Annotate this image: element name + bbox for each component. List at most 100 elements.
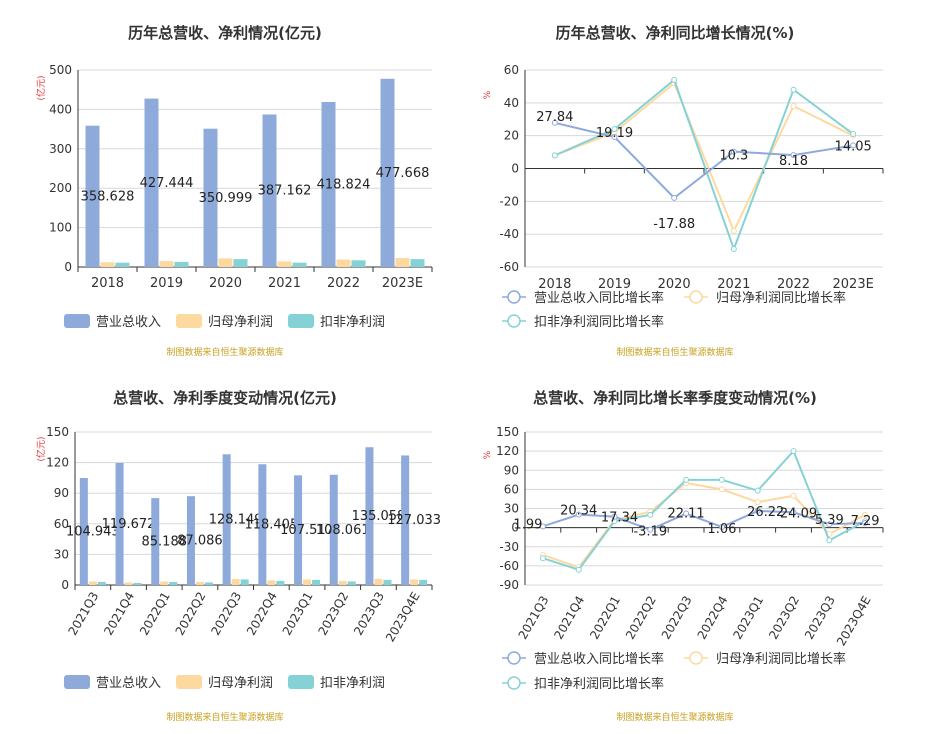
x-tick-label: 2021Q4 (551, 594, 587, 642)
bar-revenue (203, 128, 218, 267)
data-label: 17.34 (601, 511, 638, 526)
bar-deducted-profit (419, 579, 428, 585)
y-tick-label: 90 (504, 463, 519, 477)
y-tick-label: -20 (499, 194, 519, 208)
data-label: 477.668 (376, 166, 430, 181)
y-tick-label: 200 (49, 181, 72, 195)
data-label: 107.517 (280, 523, 334, 538)
y-tick-label: 20 (504, 129, 519, 143)
y-tick-label: 120 (46, 456, 69, 470)
bar-deducted-profit (410, 259, 425, 267)
y-tick-label: 400 (49, 102, 72, 116)
legend-swatch (288, 314, 314, 328)
source-note: 制图数据来自恒生聚源数据库 (166, 346, 283, 358)
data-point (611, 513, 618, 520)
y-tick-label: 0 (64, 260, 72, 274)
data-label: 24.09 (780, 506, 817, 521)
y-tick-label: 30 (54, 547, 69, 561)
data-label: 119.672 (102, 517, 156, 532)
legend-swatch (176, 675, 202, 689)
x-tick-label: 2018 (538, 277, 571, 292)
y-tick-label: 60 (504, 482, 519, 496)
data-label: 27.84 (536, 110, 573, 125)
x-tick-label: 2021Q4 (101, 590, 137, 638)
legend-marker (689, 651, 703, 665)
data-point (790, 509, 797, 516)
legend-swatch (176, 314, 202, 328)
chart-svg-annual-growth: 历年总营收、净利同比增长情况(%)% 制图数据来自恒生聚源数据库 -60 -40 -20… (483, 24, 884, 358)
y-tick-label: 150 (496, 425, 519, 439)
legend-label: 扣非净利润 (320, 315, 385, 330)
data-point (575, 566, 582, 573)
data-point (850, 142, 857, 149)
data-label: 104.943 (66, 524, 120, 539)
series-line-1 (554, 81, 854, 234)
data-point (539, 555, 546, 562)
bar-net-profit (277, 261, 292, 267)
legend-swatch (288, 675, 314, 689)
x-tick-label: 2021Q3 (66, 590, 102, 638)
bar-revenue (329, 474, 338, 585)
data-label: 427.444 (140, 176, 194, 191)
x-tick-label: 2022Q4 (695, 594, 731, 642)
x-tick-label: 2022 (777, 277, 810, 292)
legend-marker (507, 676, 521, 690)
data-label: 1.99 (513, 517, 542, 532)
series-line-2 (542, 449, 866, 571)
data-point (790, 492, 797, 499)
bar-deducted-profit (312, 579, 321, 585)
legend-label: 营业总收入 (96, 676, 161, 691)
legend-label: 扣非净利润同比增长率 (534, 314, 664, 330)
data-label: 20.34 (560, 504, 597, 519)
data-point (647, 526, 654, 533)
data-point (611, 126, 618, 133)
bar-deducted-profit (240, 579, 249, 585)
x-tick-label: 2023Q3 (802, 594, 838, 642)
data-label: -17.88 (653, 217, 695, 232)
x-tick-label: 2019 (598, 277, 631, 292)
legend-label: 营业总收入 (96, 315, 161, 330)
bar-net-profit (303, 579, 312, 585)
data-label: 350.999 (199, 191, 253, 206)
series-line-1 (542, 481, 866, 569)
bar-net-profit (160, 581, 169, 585)
x-tick-label: 2023E (382, 276, 423, 291)
y-tick-label: -40 (499, 227, 519, 241)
y-tick-label: 60 (504, 63, 519, 77)
source-note: 制图数据来自恒生聚源数据库 (616, 346, 733, 358)
x-tick-label: 2022Q1 (587, 594, 623, 642)
y-tick-label: -30 (499, 540, 519, 554)
bar-revenue (380, 78, 395, 268)
x-tick-label: 2021 (268, 276, 301, 291)
bar-net-profit (336, 259, 351, 267)
data-point (551, 152, 558, 159)
y-tick-label: 300 (49, 142, 72, 156)
data-label: 7.29 (851, 514, 880, 529)
data-label: 5.39 (815, 513, 844, 528)
data-point (730, 227, 737, 234)
data-label: 108.061 (316, 523, 370, 538)
bar-deducted-profit (174, 261, 189, 267)
x-tick-label: 2022Q3 (208, 590, 244, 638)
chart-title: 历年总营收、净利同比增长情况(%) (556, 24, 795, 42)
chart-annual-revenue-profit: 历年总营收、净利情况(亿元) (亿元) 制图数据来自恒生聚源数据库 0 100 200 30… (0, 0, 470, 365)
bar-revenue (186, 496, 195, 585)
x-tick-label: 2020 (658, 277, 691, 292)
y-tick-label: 0 (61, 578, 69, 592)
y-tick-label: -60 (499, 260, 519, 274)
bar-deducted-profit (133, 582, 142, 585)
x-tick-label: 2021Q3 (516, 594, 552, 642)
bar-deducted-profit (169, 581, 178, 585)
data-point (754, 487, 761, 494)
x-tick-label: 2023Q1 (730, 594, 766, 642)
source-note: 制图数据来自恒生聚源数据库 (616, 711, 733, 723)
x-tick-label: 2023Q4E (383, 590, 423, 645)
x-tick-label: 2020 (209, 276, 242, 291)
data-point (551, 119, 558, 126)
legend-label: 扣非净利润 (320, 676, 385, 691)
bar-net-profit (159, 261, 174, 267)
data-label: 87.086 (177, 534, 223, 549)
chart-svg-annual-bar: 历年总营收、净利情况(亿元) (亿元) 制图数据来自恒生聚源数据库 0 100 200 30… (35, 24, 433, 358)
legend-marker (507, 314, 521, 328)
data-label: 128.149 (209, 513, 263, 528)
